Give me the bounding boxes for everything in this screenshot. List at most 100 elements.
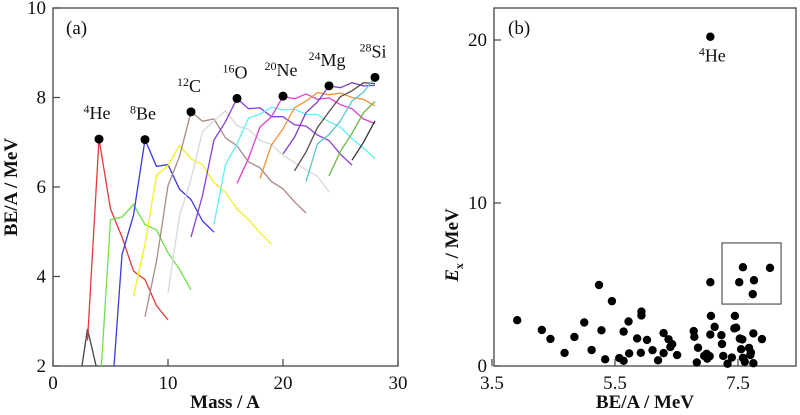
element-symbol: O — [235, 62, 248, 82]
isotope-label-o: 16O — [223, 61, 248, 82]
scatter-point — [730, 311, 740, 321]
mass-number: 12 — [177, 75, 189, 89]
panel-a-label: (a) — [66, 18, 87, 39]
element-symbol: Si — [371, 41, 386, 61]
x-tick-label: 7.5 — [726, 373, 750, 394]
y-tick-label: 2 — [37, 356, 47, 377]
scatter-point — [731, 323, 741, 332]
panel-b-highlight-box — [721, 242, 782, 305]
isotope-label-he: 4He — [84, 102, 111, 123]
mass-number: 24 — [308, 49, 320, 63]
scatter-point — [600, 355, 610, 364]
series-line-p — [328, 101, 376, 177]
scatter-point — [749, 329, 758, 338]
x-tick-label: 30 — [389, 373, 408, 394]
scatter-point — [667, 339, 677, 349]
highlight-point-c — [186, 107, 196, 117]
scatter-point — [738, 263, 748, 272]
mass-number: 8 — [130, 103, 136, 117]
scatter-point — [749, 359, 758, 368]
scatter-point — [738, 335, 747, 344]
scatter-point — [637, 311, 646, 320]
y-tick-label: 6 — [37, 177, 47, 198]
panel-b-x-axis-title: BE/A / MeV — [596, 392, 694, 413]
y-tick-label: 10 — [468, 193, 487, 214]
y-tick-label: 10 — [27, 0, 46, 19]
scatter-point — [735, 278, 744, 287]
mass-number: 20 — [265, 59, 277, 73]
isotope-label-c: 12C — [177, 75, 201, 96]
scatter-point — [703, 354, 712, 363]
scatter-point — [723, 359, 732, 368]
series-line-si — [305, 76, 376, 182]
scatter-point — [619, 327, 628, 336]
x-tick-label: 5.5 — [603, 373, 627, 394]
scatter-point — [765, 263, 775, 273]
mass-number: 28 — [359, 40, 371, 54]
scatter-point — [642, 335, 652, 345]
panel-a-highlight-points: 4He 8Be 12C 16O 20Ne 24Mg 28Si — [84, 40, 387, 145]
scatter-point — [672, 350, 682, 360]
element-symbol: Ne — [277, 60, 298, 80]
scatter-point — [690, 332, 699, 342]
highlight-point-mg — [324, 81, 334, 91]
panel-b-ticks: 3.5 5.5 7.5 0 10 20 — [468, 30, 750, 394]
annotation-he4: 4He — [699, 45, 726, 66]
scatter-point — [659, 328, 668, 338]
mass-number: 4 — [84, 102, 90, 116]
panel-b: 4He 3.5 5.5 7.5 0 10 20 (b) BE/A / MeV Ex / M… — [442, 7, 797, 413]
scatter-point — [597, 326, 606, 335]
x-tick-label: 20 — [274, 373, 293, 394]
scatter-point — [746, 350, 755, 360]
element-symbol: He — [705, 46, 726, 66]
x-tick-label: 0 — [48, 373, 58, 394]
series-line-be — [113, 137, 215, 366]
series-line-ne — [236, 93, 376, 184]
scatter-point — [706, 330, 715, 339]
scatter-point — [570, 332, 579, 342]
scatter-point — [693, 343, 703, 352]
scatter-point — [719, 351, 728, 361]
scatter-point — [740, 357, 749, 366]
highlight-point-be — [140, 135, 150, 145]
scatter-point — [636, 348, 646, 357]
panel-b-scatter-points: 4He — [513, 32, 775, 368]
scatter-point — [706, 278, 715, 287]
scatter-point — [757, 334, 767, 344]
x-tick-label: 10 — [159, 373, 178, 394]
element-symbol: Be — [136, 104, 156, 124]
scatter-point — [748, 289, 757, 299]
panel-a-y-axis-title: BE/A / MeV — [1, 138, 22, 236]
scatter-point — [594, 280, 604, 290]
panel-b-frame — [493, 7, 797, 367]
y-axis-title-sub: x — [452, 263, 466, 269]
isotope-label-mg: 24Mg — [308, 49, 345, 70]
scatter-point — [653, 356, 663, 365]
series-line-h — [81, 328, 97, 366]
scatter-point — [692, 358, 701, 367]
y-tick-label: 8 — [37, 88, 47, 109]
scatter-point — [749, 276, 759, 285]
series-line-li — [100, 203, 192, 366]
isotope-label-be: 8Be — [130, 103, 156, 124]
series-line-b — [132, 144, 272, 297]
highlight-point-si — [370, 72, 380, 82]
highlight-point-he — [94, 134, 104, 144]
scatter-point — [659, 348, 668, 358]
scatter-point — [632, 334, 642, 343]
scatter-point — [560, 348, 569, 358]
y-tick-label: 20 — [468, 30, 487, 51]
scatter-point — [648, 345, 657, 355]
series-line-c — [144, 110, 307, 317]
scatter-point — [624, 317, 633, 326]
series-line-s — [351, 120, 376, 161]
isotope-label-ne: 20Ne — [265, 59, 298, 80]
element-symbol: Mg — [320, 50, 345, 70]
y-axis-title-main: E — [442, 269, 463, 283]
mass-number: 4 — [699, 45, 705, 59]
scatter-point — [736, 345, 746, 354]
isotope-label-si: 28Si — [359, 40, 386, 61]
